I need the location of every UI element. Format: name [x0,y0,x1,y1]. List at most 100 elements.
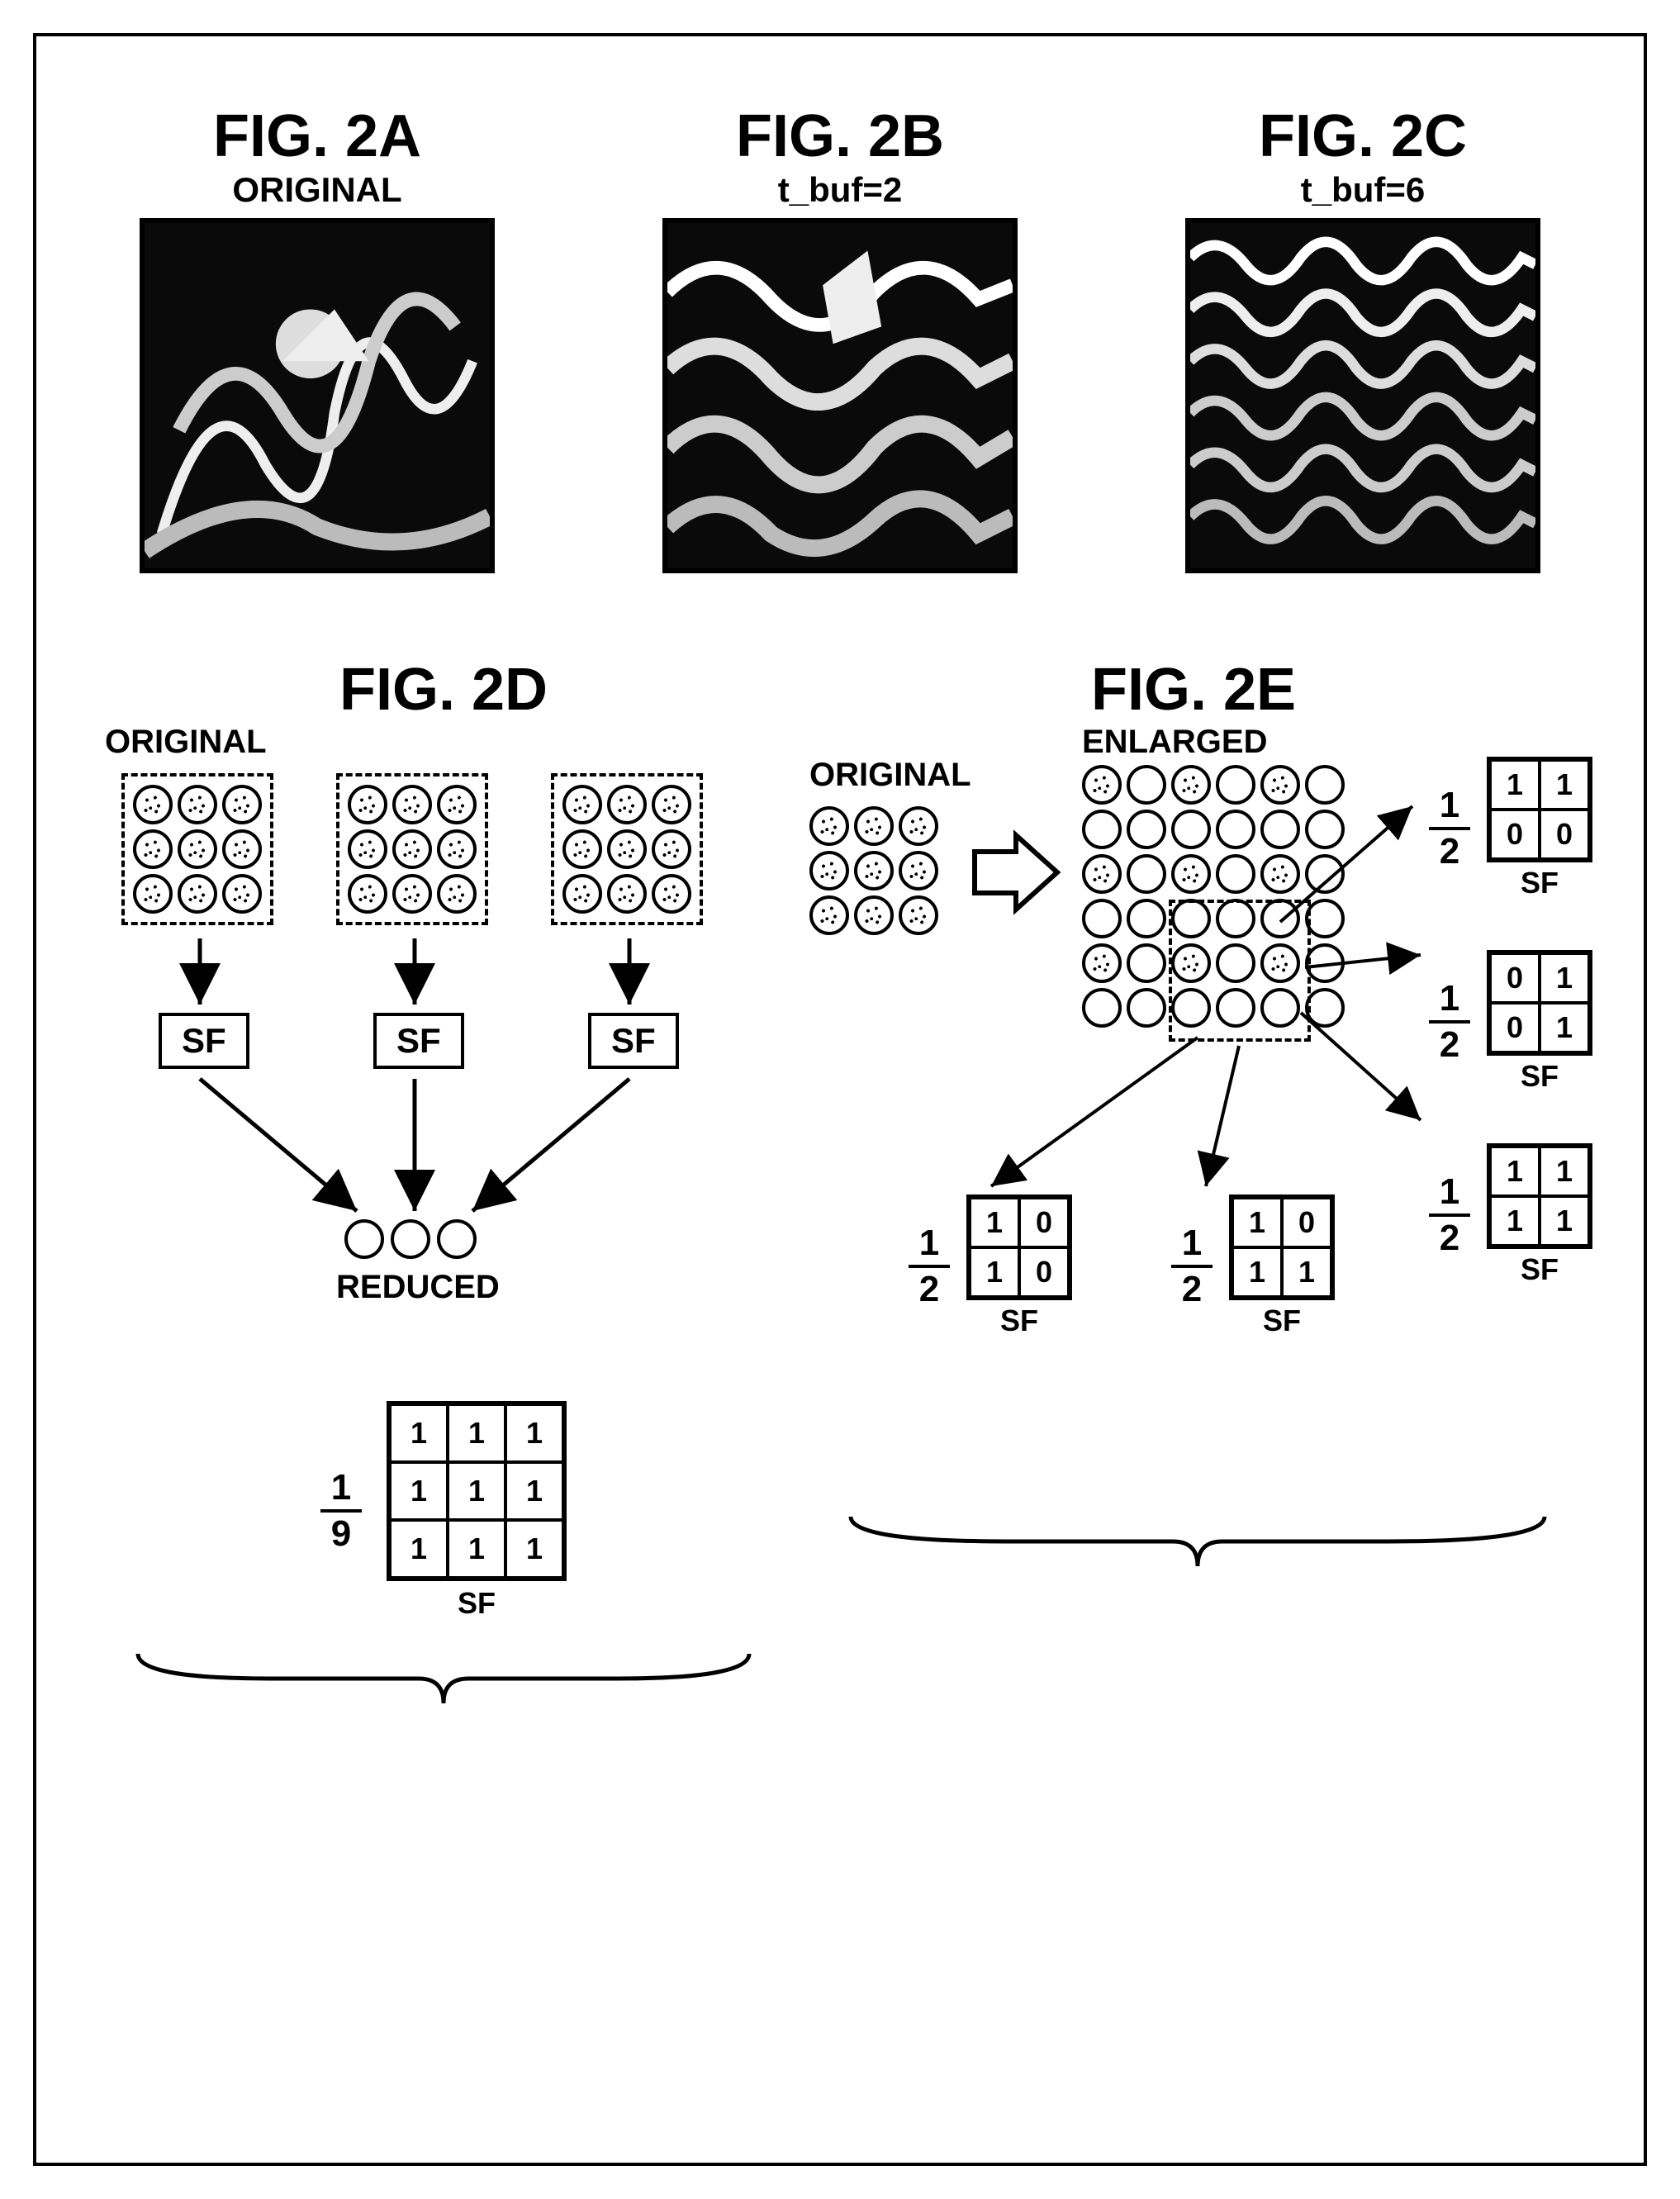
sf-matrix: 10 11 [1229,1194,1335,1300]
brace [105,1621,782,1720]
fraction-den: 2 [919,1271,939,1308]
matrix-cell: 1 [390,1520,448,1578]
brace [809,1484,1578,1583]
matrix-cell: 0 [1019,1247,1069,1297]
fraction-den: 9 [331,1516,351,1552]
fraction: 12 [1429,1174,1470,1256]
sf-combo: 12 01 01 SF [1429,950,1592,1094]
matrix-cell: 1 [1232,1247,1282,1297]
matrix-wrap: 11 00 SF [1487,757,1592,900]
fig-2b-image [662,218,1018,573]
matrix-cell: 1 [1540,953,1589,1003]
fig-2c-title: FIG. 2C [1259,102,1467,170]
sf-label: SF [1521,1059,1559,1094]
fig-2d-body: ORIGINAL [105,724,782,1368]
matrix-cell: 1 [1490,1147,1540,1196]
fraction-num: 1 [1440,981,1459,1017]
matrix-cell: 0 [1019,1198,1069,1247]
fig-2e: FIG. 2E ORIGINAL ENLARGED [809,656,1578,1720]
matrix-cell: 1 [448,1462,505,1520]
matrix-wrap: 10 10 SF [966,1194,1072,1338]
fraction-den: 2 [1440,834,1459,870]
fig-2c: FIG. 2C t_buf=6 [1148,102,1578,573]
fig-2b-title: FIG. 2B [736,102,944,170]
matrix-cell: 1 [1232,1198,1282,1247]
fig-2a-title: FIG. 2A [213,102,421,170]
matrix-cell: 0 [1490,810,1540,859]
fraction: 12 [1429,787,1470,870]
fig-2a-image [140,218,495,573]
fraction-bar [320,1509,362,1513]
fig-2b-caption: t_buf=2 [778,170,903,210]
sf-combo: 12 10 11 SF [1171,1194,1335,1338]
matrix-wrap: 1 1 1 1 1 1 1 1 1 SF [387,1401,567,1621]
sf-matrix: 11 00 [1487,757,1592,862]
fraction-num: 1 [919,1225,939,1261]
matrix-cell: 1 [1540,760,1589,810]
matrix-wrap: 11 11 SF [1487,1143,1592,1287]
matrix-cell: 1 [1540,1196,1589,1246]
fig-2a-caption: ORIGINAL [232,170,401,210]
sf-matrix: 11 11 [1487,1143,1592,1249]
matrix-cell: 1 [1490,760,1540,810]
matrix-cell: 1 [1282,1247,1331,1297]
sf-box: SF [159,1013,249,1069]
reduced-dot [437,1219,477,1259]
reduced-dot [344,1219,384,1259]
matrix-cell: 1 [1540,1147,1589,1196]
matrix-cell: 1 [390,1462,448,1520]
sf-box: SF [588,1013,679,1069]
sf-right-column: 12 11 00 SF 12 01 [1429,757,1592,1287]
matrix-cell: 0 [1490,953,1540,1003]
fig-2e-body: ORIGINAL ENLARGED [809,724,1578,1467]
matrix-cell: 1 [505,1462,563,1520]
sf-bottom-row: 12 10 10 SF 12 10 [909,1194,1335,1338]
fraction-num: 1 [1440,787,1459,824]
fig-2e-title: FIG. 2E [1091,656,1296,724]
sf-label: SF [1521,866,1559,900]
fraction-den: 2 [1182,1271,1202,1308]
fraction-den: 2 [1440,1027,1459,1063]
fig-2c-caption: t_buf=6 [1301,170,1426,210]
matrix-cell: 1 [448,1404,505,1462]
fraction-bar [1429,827,1470,830]
sf-combo: 12 11 00 SF [1429,757,1592,900]
sf-matrix: 1 1 1 1 1 1 1 1 1 [387,1401,567,1581]
sf-matrix: 10 10 [966,1194,1072,1300]
fig-2d: FIG. 2D ORIGINAL [102,656,785,1720]
sf-matrix: 01 01 [1487,950,1592,1056]
sf-label: SF [1000,1304,1038,1338]
fig-2b: FIG. 2B t_buf=2 [625,102,1055,573]
matrix-cell: 0 [1540,810,1589,859]
matrix-cell: 1 [448,1520,505,1578]
fraction-bar [909,1265,950,1268]
sf-box: SF [373,1013,464,1069]
fraction-bar [1429,1020,1470,1024]
reduced-row [344,1219,477,1259]
bottom-row: FIG. 2D ORIGINAL [102,656,1578,1720]
fraction: 12 [909,1225,950,1308]
sf-label: SF [1263,1304,1301,1338]
matrix-wrap: 10 11 SF [1229,1194,1335,1338]
fraction-num: 1 [331,1470,351,1506]
fraction-num: 1 [1182,1225,1202,1261]
fraction: 12 [1429,981,1470,1063]
reduced-label: REDUCED [336,1269,500,1306]
sf-combo: 12 11 11 SF [1429,1143,1592,1287]
fraction-num: 1 [1440,1174,1459,1210]
fraction-bar [1171,1265,1213,1268]
matrix-cell: 1 [970,1247,1019,1297]
fraction: 1 9 [320,1470,362,1552]
matrix-wrap: 01 01 SF [1487,950,1592,1094]
page-frame: FIG. 2A ORIGINAL FIG. 2B t_buf=2 [33,33,1647,2166]
fig-2a: FIG. 2A ORIGINAL [102,102,532,573]
fraction-bar [1429,1213,1470,1217]
fig-2c-image [1185,218,1540,573]
sf-label: SF [1521,1252,1559,1287]
reduced-dot [391,1219,430,1259]
matrix-cell: 1 [505,1520,563,1578]
sf-combo: 12 10 10 SF [909,1194,1072,1338]
fig-2d-title: FIG. 2D [339,656,548,724]
top-row: FIG. 2A ORIGINAL FIG. 2B t_buf=2 [102,102,1578,573]
fig-2d-filter: 1 9 1 1 1 1 1 1 1 1 1 [320,1401,567,1621]
